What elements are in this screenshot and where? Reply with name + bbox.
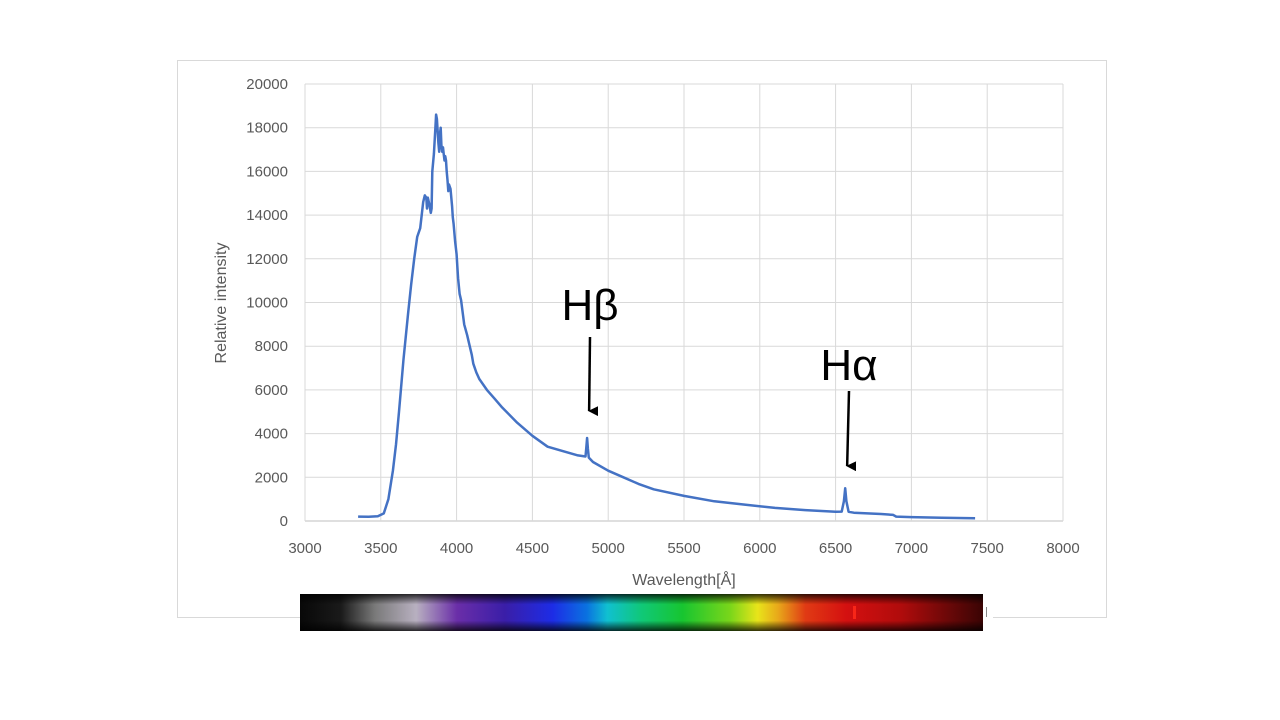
x-tick-label: 4000 — [440, 540, 473, 557]
series-layer — [358, 113, 976, 520]
grid — [304, 83, 1064, 522]
x-tick-label: 6000 — [743, 540, 776, 557]
annotation-label: Hα — [820, 341, 877, 390]
y-tick-label: 10000 — [246, 295, 288, 312]
x-tick-label: 7500 — [971, 540, 1004, 557]
y-tick-label: 4000 — [255, 426, 288, 443]
x-tick-label: 5000 — [592, 540, 625, 557]
x-tick-label: 5500 — [667, 540, 700, 557]
y-tick-label: 12000 — [246, 251, 288, 268]
annotation-arrow — [845, 390, 857, 472]
y-axis-label: Relative intensity — [213, 243, 230, 364]
y-tick-label: 0 — [280, 513, 288, 530]
x-axis-label: Wavelength[Å] — [632, 570, 735, 589]
annotation-arrow — [587, 336, 599, 417]
spectrum-tick-mark — [983, 594, 993, 631]
x-tick-label: 6500 — [819, 540, 852, 557]
spectrum-image — [300, 594, 993, 631]
annotation-label: Hβ — [561, 281, 618, 330]
y-tick-label: 8000 — [255, 338, 288, 355]
x-tick-label: 8000 — [1046, 540, 1079, 557]
axes: 0 2000 4000 6000 8000 10000 12000 14000 16000 180… — [246, 76, 1079, 557]
x-tick-label: 4500 — [516, 540, 549, 557]
y-tick-label: 2000 — [255, 469, 288, 486]
series-line — [358, 113, 976, 520]
x-tick-label: 3000 — [288, 540, 321, 557]
y-tick-label: 16000 — [246, 163, 288, 180]
x-tick-label: 7000 — [895, 540, 928, 557]
h-alpha-emission-line — [853, 606, 856, 619]
x-tick-label: 3500 — [364, 540, 397, 557]
y-tick-label: 6000 — [255, 382, 288, 399]
y-tick-label: 18000 — [246, 120, 288, 137]
y-tick-label: 14000 — [246, 207, 288, 224]
y-tick-label: 20000 — [246, 76, 288, 93]
annotations: Hβ Hα — [561, 281, 878, 472]
